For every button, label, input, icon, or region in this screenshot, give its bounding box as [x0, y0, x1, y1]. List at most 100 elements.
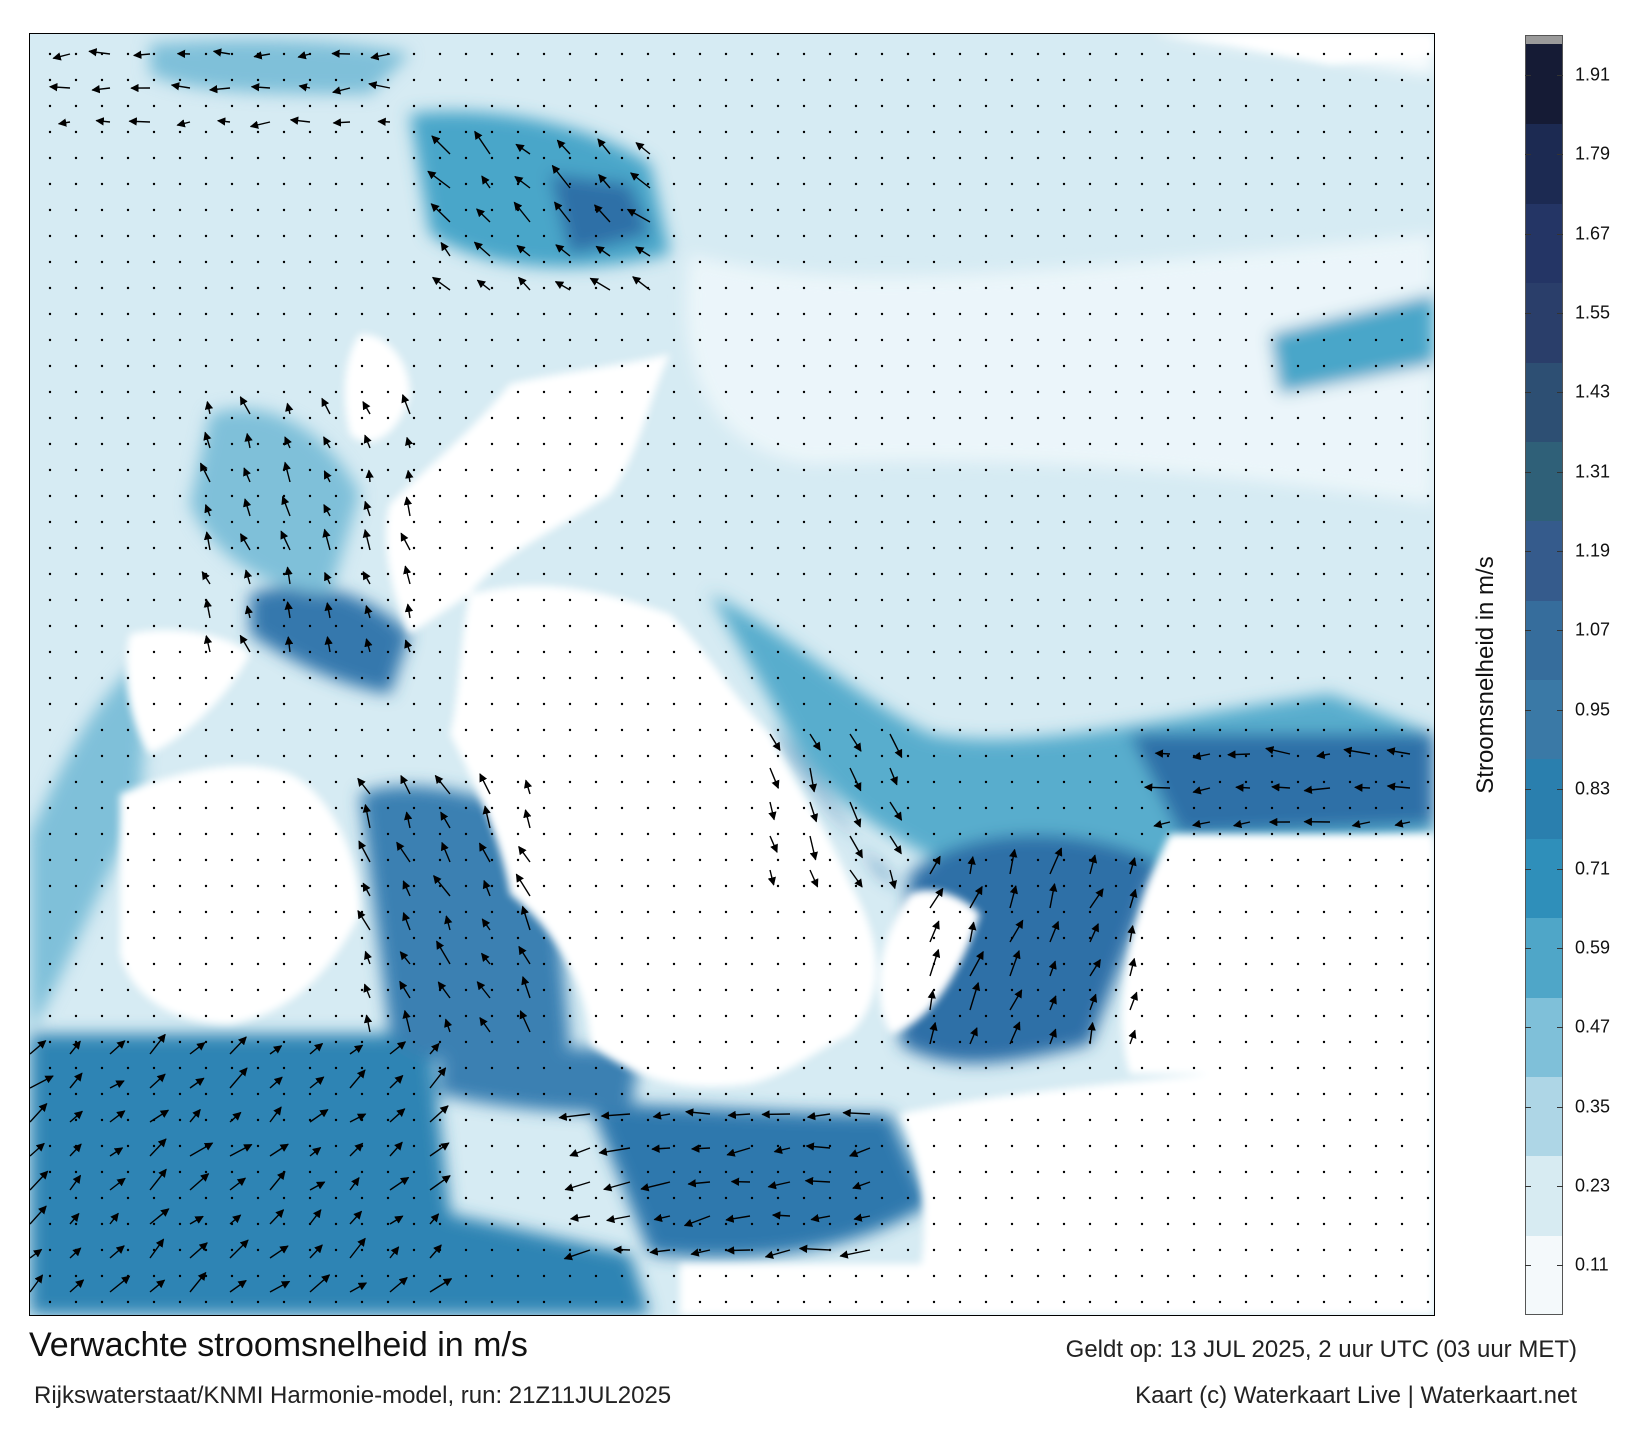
grid-dot	[958, 234, 962, 238]
grid-dot	[1374, 182, 1378, 186]
grid-dot	[412, 806, 416, 810]
grid-dot	[1218, 728, 1222, 732]
grid-dot	[932, 1248, 936, 1252]
grid-dot	[880, 676, 884, 680]
grid-dot	[1400, 130, 1404, 134]
current-arrow	[203, 431, 212, 449]
grid-dot	[958, 650, 962, 654]
current-arrow	[403, 565, 412, 585]
grid-dot	[1348, 806, 1352, 810]
grid-dot	[672, 988, 676, 992]
grid-dot	[698, 1014, 702, 1018]
grid-dot	[464, 494, 468, 498]
current-arrow	[649, 1247, 671, 1256]
grid-dot	[1192, 1092, 1196, 1096]
grid-dot	[100, 442, 104, 446]
grid-dot	[126, 962, 130, 966]
grid-dot	[542, 234, 546, 238]
grid-dot	[230, 390, 234, 394]
grid-dot	[1166, 78, 1170, 82]
current-arrow	[632, 276, 651, 291]
grid-dot	[100, 806, 104, 810]
grid-dot	[490, 104, 494, 108]
current-arrow	[889, 733, 903, 759]
grid-dot	[1270, 468, 1274, 472]
grid-dot	[1140, 468, 1144, 472]
grid-dot	[490, 182, 494, 186]
grid-dot	[724, 1196, 728, 1200]
grid-dot	[516, 416, 520, 420]
grid-dot	[490, 468, 494, 472]
grid-dot	[1348, 1092, 1352, 1096]
grid-dot	[1322, 1144, 1326, 1148]
grid-dot	[74, 468, 78, 472]
grid-dot	[1244, 650, 1248, 654]
grid-dot	[594, 390, 598, 394]
grid-dot	[880, 1040, 884, 1044]
current-arrow	[269, 1076, 283, 1089]
grid-dot	[1088, 1300, 1092, 1304]
grid-dot	[1244, 1040, 1248, 1044]
grid-dot	[854, 1248, 858, 1252]
grid-dot	[282, 520, 286, 524]
grid-dot	[178, 806, 182, 810]
grid-dot	[724, 598, 728, 602]
grid-dot	[802, 364, 806, 368]
grid-dot	[932, 910, 936, 914]
current-arrow	[804, 1176, 831, 1186]
grid-dot	[464, 390, 468, 394]
grid-dot	[412, 1040, 416, 1044]
grid-dot	[464, 780, 468, 784]
grid-dot	[1010, 546, 1014, 550]
grid-dot	[490, 1248, 494, 1252]
grid-dot	[828, 1118, 832, 1122]
grid-dot	[1218, 1066, 1222, 1070]
grid-dot	[958, 988, 962, 992]
grid-dot	[256, 1274, 260, 1278]
current-arrow	[362, 528, 371, 551]
grid-dot	[282, 858, 286, 862]
grid-dot	[594, 182, 598, 186]
current-arrow	[516, 245, 531, 257]
grid-dot	[854, 520, 858, 524]
grid-dot	[126, 1066, 130, 1070]
current-arrow	[554, 280, 571, 291]
grid-dot	[256, 754, 260, 758]
grid-dot	[932, 1144, 936, 1148]
current-speed-map[interactable]	[29, 33, 1435, 1316]
grid-dot	[854, 1196, 858, 1200]
grid-dot	[984, 312, 988, 316]
grid-dot	[178, 208, 182, 212]
grid-dot	[854, 884, 858, 888]
grid-dot	[126, 624, 130, 628]
grid-dot	[48, 1092, 52, 1096]
grid-dot	[1218, 806, 1222, 810]
grid-dot	[1088, 572, 1092, 576]
grid-dot	[594, 52, 598, 56]
grid-dot	[256, 312, 260, 316]
grid-dot	[724, 962, 728, 966]
grid-dot	[1010, 130, 1014, 134]
grid-dot	[204, 1300, 208, 1304]
grid-dot	[932, 1066, 936, 1070]
grid-dot	[958, 1092, 962, 1096]
grid-dot	[1218, 234, 1222, 238]
grid-dot	[386, 1066, 390, 1070]
grid-dot	[1270, 728, 1274, 732]
grid-dot	[438, 1274, 442, 1278]
grid-dot	[1374, 598, 1378, 602]
grid-dot	[1192, 1170, 1196, 1174]
grid-dot	[282, 676, 286, 680]
grid-dot	[620, 468, 624, 472]
grid-dot	[1348, 936, 1352, 940]
grid-dot	[126, 832, 130, 836]
grid-dot	[152, 520, 156, 524]
current-arrow	[764, 1249, 791, 1259]
grid-dot	[1062, 676, 1066, 680]
grid-dot	[360, 468, 364, 472]
grid-dot	[880, 104, 884, 108]
grid-dot	[568, 624, 572, 628]
grid-dot	[438, 1300, 442, 1304]
grid-dot	[1244, 546, 1248, 550]
grid-dot	[1374, 1170, 1378, 1174]
